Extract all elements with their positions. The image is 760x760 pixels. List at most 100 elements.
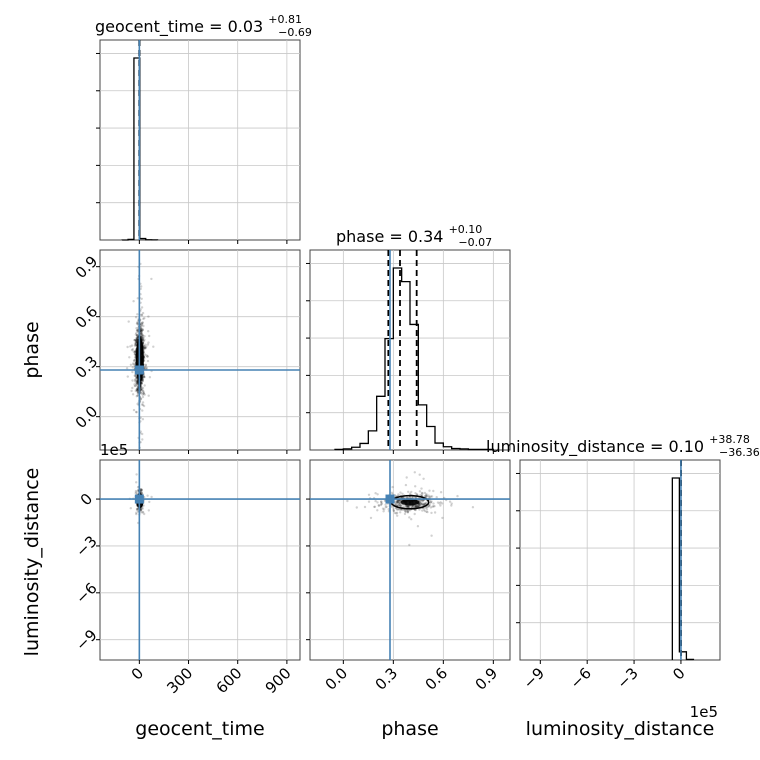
- sample-point: [133, 353, 136, 356]
- sample-point: [142, 344, 146, 348]
- sample-point: [135, 330, 139, 333]
- sample-point: [142, 339, 146, 343]
- sample-point: [141, 321, 144, 324]
- sample-point: [141, 336, 145, 340]
- sample-point: [427, 494, 430, 497]
- sample-point: [379, 503, 383, 507]
- sample-point: [417, 504, 420, 508]
- sample-point: [412, 496, 415, 499]
- sample-point: [380, 500, 383, 503]
- sample-point: [408, 543, 411, 547]
- sample-point: [433, 511, 437, 514]
- sample-point: [131, 379, 134, 382]
- sample-point: [421, 509, 424, 512]
- sample-point: [406, 511, 410, 514]
- sample-point: [140, 332, 143, 335]
- sample-point: [440, 502, 444, 505]
- sample-point: [420, 493, 424, 496]
- sample-point: [129, 507, 132, 510]
- sample-point: [139, 382, 143, 385]
- sample-point: [135, 339, 138, 342]
- sample-point: [145, 366, 148, 370]
- sample-point: [392, 507, 395, 510]
- sample-point: [140, 385, 143, 389]
- sample-point: [416, 505, 419, 508]
- sample-point: [143, 393, 146, 396]
- sample-point: [398, 508, 401, 511]
- sample-point: [141, 389, 145, 393]
- sample-point: [404, 510, 407, 513]
- y-tick-label: −6: [72, 579, 100, 607]
- sample-point: [456, 494, 459, 498]
- truth-marker: [134, 365, 144, 375]
- sample-point: [396, 499, 399, 502]
- sample-point: [395, 511, 399, 514]
- histogram-phase: [334, 250, 494, 451]
- sample-point: [428, 489, 431, 492]
- sample-point: [397, 501, 400, 504]
- sample-point: [127, 320, 130, 323]
- sample-point: [395, 507, 398, 510]
- sample-point: [152, 345, 155, 348]
- sample-point: [380, 502, 383, 506]
- sample-point: [139, 324, 142, 327]
- sample-point: [147, 330, 150, 333]
- sample-point: [423, 503, 426, 506]
- sample-point: [384, 503, 387, 506]
- sample-point: [382, 510, 385, 513]
- sample-point: [136, 322, 139, 325]
- sample-point: [419, 502, 422, 505]
- sample-point: [145, 354, 148, 357]
- sample-point: [130, 344, 134, 347]
- panel-luminosity-distance-vs-geocent-time: 0 300 600 900 −9 −6 −3 0: [72, 459, 301, 697]
- sample-point: [435, 496, 438, 499]
- x-tick-label: 0.3: [372, 664, 402, 694]
- sample-point: [140, 336, 144, 339]
- sample-point: [142, 392, 146, 395]
- sample-point: [146, 494, 149, 497]
- sample-point: [355, 506, 358, 509]
- sample-point: [384, 506, 387, 509]
- sample-point: [135, 337, 138, 340]
- sample-point: [139, 508, 143, 511]
- contour-core: [400, 498, 420, 506]
- y-tick-label: 0: [77, 490, 96, 509]
- sample-point: [414, 505, 418, 508]
- sample-point: [421, 492, 424, 495]
- sample-point: [140, 334, 143, 337]
- sample-point: [140, 329, 143, 332]
- panel-phase-histogram: phase = 0.34 +0.10 −0.07: [306, 223, 511, 454]
- xlabel-phase: phase: [381, 718, 438, 740]
- sample-point: [141, 432, 144, 436]
- sample-point: [430, 511, 433, 515]
- ticks: 0 300 600 900 −9 −6 −3 0: [72, 490, 294, 697]
- sample-point: [439, 491, 443, 494]
- sample-point: [140, 314, 144, 317]
- sample-point: [396, 500, 399, 504]
- sample-point: [133, 380, 137, 383]
- sample-point: [399, 508, 402, 511]
- sample-point: [136, 382, 139, 385]
- sample-point: [135, 327, 138, 330]
- sample-point: [410, 490, 413, 494]
- sample-point: [406, 510, 409, 513]
- sample-point: [142, 336, 145, 340]
- sample-point: [135, 322, 139, 325]
- sample-point: [134, 333, 138, 336]
- sample-point: [397, 503, 401, 507]
- sample-point: [140, 324, 143, 327]
- sample-point: [373, 505, 376, 509]
- sample-point: [140, 491, 143, 494]
- sample-point: [141, 386, 145, 390]
- sample-point: [139, 335, 143, 339]
- sample-point: [147, 341, 150, 344]
- histogram-luminosity-distance: [671, 460, 695, 661]
- sample-point: [139, 508, 143, 512]
- sample-point: [419, 493, 422, 497]
- sample-point: [136, 388, 139, 392]
- histogram-step: [334, 267, 494, 451]
- sample-point: [144, 346, 147, 350]
- sample-point: [142, 346, 146, 349]
- sample-point: [142, 392, 145, 395]
- sample-point: [140, 322, 144, 326]
